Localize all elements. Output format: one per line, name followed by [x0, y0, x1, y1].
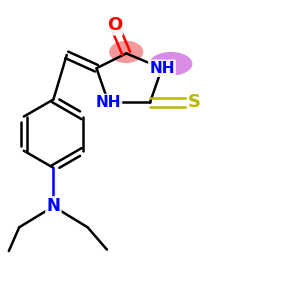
Ellipse shape: [109, 41, 143, 63]
Ellipse shape: [149, 52, 192, 76]
Text: N: N: [46, 197, 60, 215]
Text: S: S: [188, 93, 201, 111]
Text: O: O: [107, 16, 122, 34]
Text: NH: NH: [149, 61, 175, 76]
Text: NH: NH: [96, 95, 121, 110]
